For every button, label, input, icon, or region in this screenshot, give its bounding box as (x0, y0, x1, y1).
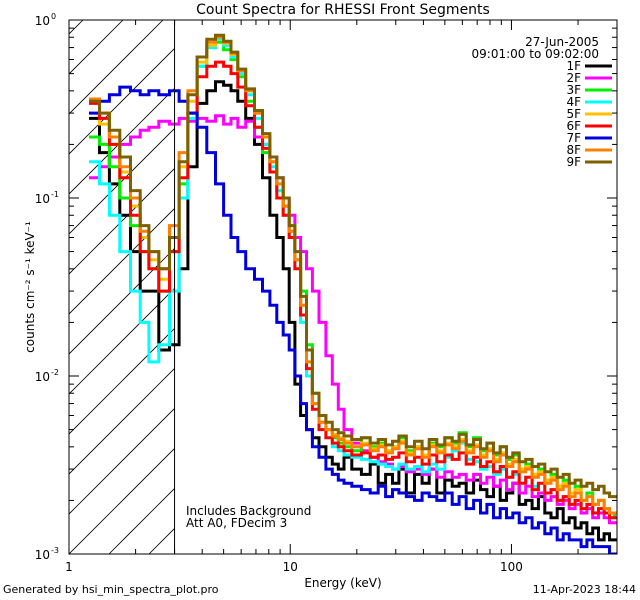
y-tick-exponent: -3 (51, 546, 59, 555)
chart-title: Count Spectra for RHESSI Front Segments (196, 2, 490, 18)
y-tick-exponent: 0 (51, 12, 56, 21)
y-tick-mantissa: 10 (35, 370, 50, 384)
y-tick-label: 10 -2 (35, 368, 59, 384)
legend-label-4f: 4F (566, 95, 581, 109)
y-axis-label: counts cm⁻² s⁻¹ keV⁻¹ (23, 221, 37, 353)
legend-label-7f: 7F (566, 131, 581, 145)
y-tick-label: 10 -1 (35, 190, 59, 206)
time-range-label: 09:01:00 to 09:02:00 (472, 47, 599, 61)
legend-label-8f: 8F (566, 143, 581, 157)
footer-generated-by: Generated by hsi_min_spectra_plot.pro (3, 583, 219, 596)
date-label: 27-Jun-2005 (525, 35, 599, 49)
y-tick-mantissa: 10 (35, 192, 50, 206)
legend-label-5f: 5F (566, 107, 581, 121)
legend-label-9f: 9F (566, 155, 581, 169)
series-line-6f (89, 60, 617, 520)
y-tick-exponent: -1 (51, 190, 59, 199)
series-line-7f (89, 85, 617, 554)
x-tick-label: 10 (283, 560, 298, 574)
legend-label-6f: 6F (566, 119, 581, 133)
legend-label-3f: 3F (566, 83, 581, 97)
legend-label-2f: 2F (566, 71, 581, 85)
y-tick-mantissa: 10 (35, 14, 50, 28)
x-tick-label: 100 (500, 560, 523, 574)
series-line-9f (89, 33, 617, 499)
x-axis-label: Energy (keV) (304, 576, 381, 590)
plot-frame (68, 19, 618, 555)
footer-timestamp: 11-Apr-2023 18:44 (532, 583, 636, 596)
annotation-attenuator: Att A0, FDecim 3 (186, 516, 287, 530)
y-tick-exponent: -2 (51, 368, 59, 377)
x-tick-label: 1 (65, 560, 73, 574)
legend-label-1f: 1F (566, 59, 581, 73)
y-tick-label: 10 0 (35, 12, 56, 28)
y-tick-label: 10 -3 (35, 546, 59, 562)
series-line-1f (89, 80, 617, 542)
y-tick-mantissa: 10 (35, 548, 50, 562)
annotation-background: Includes Background (186, 504, 311, 518)
